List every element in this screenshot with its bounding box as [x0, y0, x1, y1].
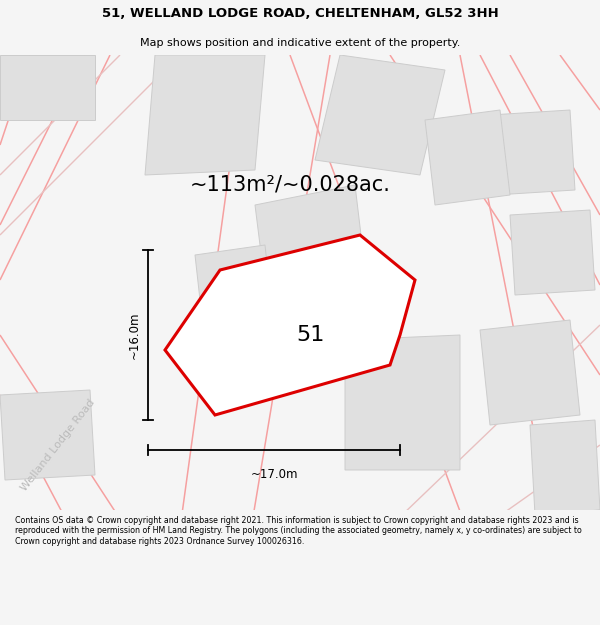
Polygon shape	[195, 245, 275, 345]
Text: Map shows position and indicative extent of the property.: Map shows position and indicative extent…	[140, 38, 460, 48]
Polygon shape	[345, 335, 460, 470]
Text: 51: 51	[296, 325, 324, 345]
Text: 51, WELLAND LODGE ROAD, CHELTENHAM, GL52 3HH: 51, WELLAND LODGE ROAD, CHELTENHAM, GL52…	[101, 8, 499, 20]
Polygon shape	[530, 420, 600, 515]
Text: Welland Lodge Road: Welland Lodge Road	[19, 398, 97, 492]
Polygon shape	[0, 390, 95, 480]
Polygon shape	[165, 235, 415, 415]
Text: ~17.0m: ~17.0m	[250, 468, 298, 481]
Polygon shape	[315, 55, 445, 175]
Polygon shape	[510, 210, 595, 295]
Text: ~113m²/~0.028ac.: ~113m²/~0.028ac.	[190, 175, 391, 195]
Polygon shape	[480, 320, 580, 425]
Polygon shape	[145, 55, 265, 175]
Polygon shape	[0, 55, 95, 120]
Polygon shape	[255, 185, 370, 325]
Text: Contains OS data © Crown copyright and database right 2021. This information is : Contains OS data © Crown copyright and d…	[15, 516, 582, 546]
Polygon shape	[490, 110, 575, 195]
Polygon shape	[425, 110, 510, 205]
Polygon shape	[540, 510, 600, 565]
Text: ~16.0m: ~16.0m	[128, 311, 140, 359]
